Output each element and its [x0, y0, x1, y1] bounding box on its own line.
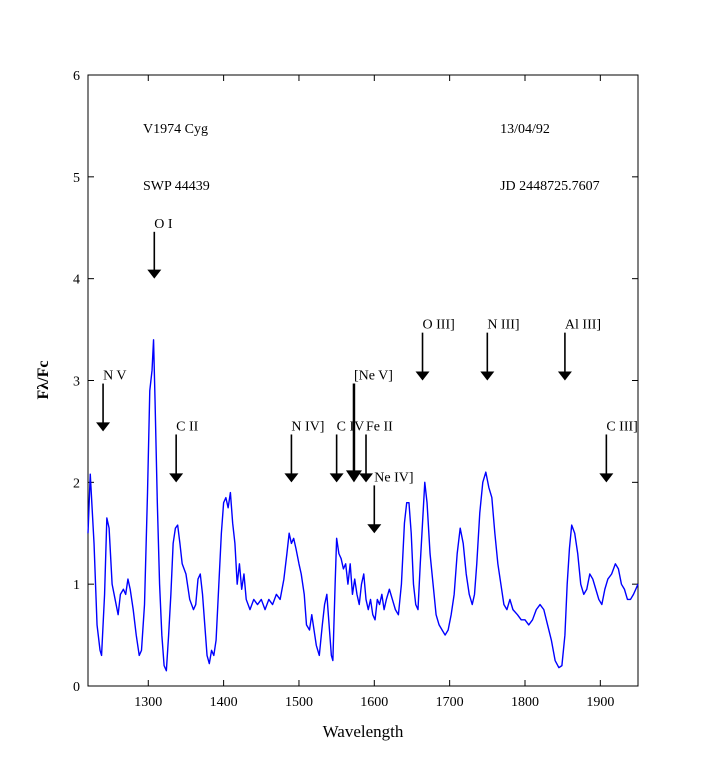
annotation-text: SWP 44439 — [143, 179, 210, 194]
x-tick-label: 1400 — [210, 695, 238, 710]
annotation-text: V1974 Cyg — [143, 122, 208, 137]
y-axis-label: Fλ/Fc — [35, 361, 52, 400]
x-tick-label: 1600 — [360, 695, 388, 710]
arrow-head — [147, 269, 162, 279]
arrow-label: O III] — [423, 318, 455, 333]
x-axis-label: Wavelength — [323, 722, 404, 741]
x-tick-label: 1900 — [586, 695, 614, 710]
arrow-label: N V — [103, 369, 126, 384]
x-tick-label: 1800 — [511, 695, 539, 710]
arrow-head — [599, 473, 614, 483]
arrow-head — [557, 371, 572, 381]
y-tick-label: 0 — [73, 680, 80, 695]
arrow-label: N III] — [487, 318, 519, 333]
x-tick-label: 1700 — [436, 695, 464, 710]
arrow-label: C IV — [337, 419, 365, 434]
spectrum-line — [87, 339, 639, 672]
arrow-head — [415, 371, 430, 381]
y-tick-label: 5 — [73, 171, 80, 186]
arrow-head — [329, 473, 344, 483]
arrow-label: C II — [176, 419, 199, 434]
arrow-label: C III] — [606, 419, 638, 434]
y-tick-label: 2 — [73, 476, 80, 491]
y-tick-label: 4 — [73, 273, 80, 288]
arrow-label: [Ne V] — [354, 369, 393, 384]
y-tick-label: 1 — [73, 578, 80, 593]
annotation-text: JD 2448725.7607 — [500, 179, 600, 194]
x-tick-label: 1500 — [285, 695, 313, 710]
arrow-head — [359, 473, 374, 483]
y-tick-label: 3 — [73, 375, 80, 390]
annotation-text: 13/04/92 — [500, 122, 550, 137]
arrow-label: O I — [154, 217, 173, 232]
arrow-head — [480, 371, 495, 381]
arrow-head — [169, 473, 184, 483]
arrow-label: N IV] — [291, 419, 324, 434]
arrow-head — [96, 422, 111, 432]
y-tick-label: 6 — [73, 69, 80, 84]
arrow-label: Fe II — [366, 419, 393, 434]
arrow-label: Al III] — [565, 318, 601, 333]
arrow-head — [345, 470, 362, 483]
x-tick-label: 1300 — [134, 695, 162, 710]
arrow-head — [284, 473, 299, 483]
arrow-label: Ne IV] — [374, 470, 413, 485]
arrow-head — [367, 524, 382, 534]
